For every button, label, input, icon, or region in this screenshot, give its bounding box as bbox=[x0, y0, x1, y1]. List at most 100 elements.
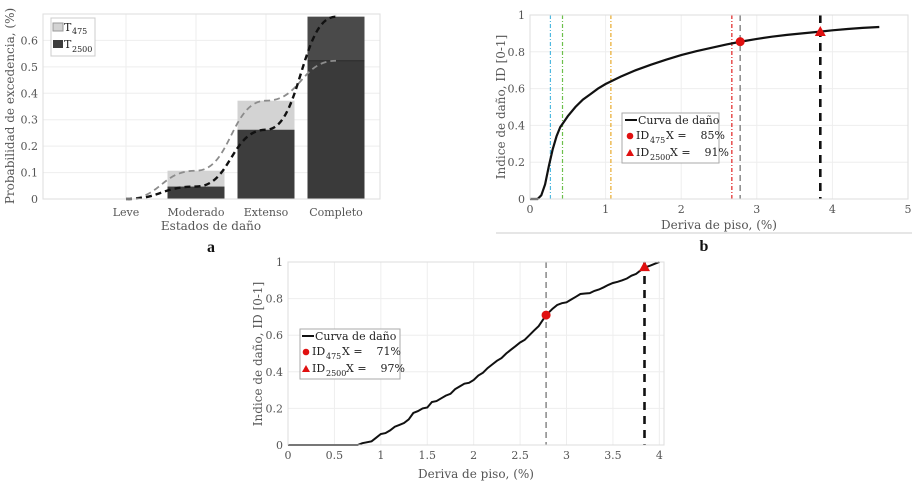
legend-id2500-sub: 2500 bbox=[326, 369, 346, 378]
x-tick-label: 3 bbox=[753, 203, 760, 216]
panel-label: a bbox=[207, 239, 215, 256]
x-tick-label: 1 bbox=[377, 449, 384, 462]
y-tick-label: 0.1 bbox=[21, 167, 39, 180]
x-tick-label: 4 bbox=[656, 449, 663, 462]
marker-id2500 bbox=[814, 26, 826, 37]
grid bbox=[529, 14, 909, 200]
y-tick-label: 0.3 bbox=[21, 114, 39, 127]
legend-id2500-value: X = 91% bbox=[670, 146, 729, 159]
x-tick-label: Moderado bbox=[168, 206, 225, 219]
y-tick-label: 0.6 bbox=[266, 329, 284, 342]
legend: Curva de daño ID 475 X = 71% ID 2500 X =… bbox=[299, 328, 405, 380]
x-tick-label: Leve bbox=[113, 206, 140, 219]
y-tick-label: 0.5 bbox=[21, 61, 39, 74]
legend-triangle-marker bbox=[302, 365, 310, 372]
limit-state-lines bbox=[549, 15, 822, 199]
x-ticks: 0 1 2 3 4 5 bbox=[527, 203, 912, 216]
trend-line-t475 bbox=[125, 59, 337, 200]
marker-id475 bbox=[735, 37, 745, 47]
legend-curve-label: Curva de daño bbox=[315, 330, 397, 343]
panel-label: b bbox=[700, 238, 709, 255]
legend-id2500-label: ID bbox=[312, 362, 325, 375]
bar-t475-overlay bbox=[307, 60, 365, 200]
y-ticks: 0 0.2 0.4 0.6 0.8 1 bbox=[266, 256, 284, 452]
legend-triangle-marker bbox=[626, 149, 634, 156]
y-axis-label: Indice de daño, ID [0-1] bbox=[494, 35, 508, 180]
bars bbox=[167, 16, 365, 200]
x-tick-label: 4 bbox=[829, 203, 836, 216]
x-ticks: 0 0.5 1 1.5 2 2.5 3 3.5 4 bbox=[285, 449, 663, 462]
bar-t2500 bbox=[167, 186, 225, 199]
x-axis-label: Deriva de piso, (%) bbox=[418, 467, 534, 481]
x-axis-label: Estados de daño bbox=[161, 219, 261, 233]
y-axis-label: Probabilidad de excedencia, (%) bbox=[3, 8, 17, 204]
y-tick-label: 0.4 bbox=[508, 119, 526, 132]
chart-c-damage-curve: 0 0.2 0.4 0.6 0.8 1 0 0.5 1 1.5 2 2.5 3 3.5 4 Deriva … bbox=[251, 256, 665, 481]
trend-lines bbox=[125, 15, 337, 201]
markers bbox=[735, 26, 826, 47]
legend-id475-value: X = 85% bbox=[666, 129, 725, 142]
x-tick-label: 0.5 bbox=[326, 449, 344, 462]
y-tick-label: 0 bbox=[31, 193, 38, 206]
legend-swatch-t475 bbox=[52, 22, 64, 32]
y-tick-label: 0.4 bbox=[21, 87, 39, 100]
legend-circle-marker bbox=[626, 132, 634, 140]
legend-swatch-t2500 bbox=[53, 40, 63, 48]
legend-id475-sub: 475 bbox=[326, 352, 341, 361]
legend-box bbox=[621, 112, 720, 164]
legend-label-t2500: T bbox=[64, 38, 72, 51]
legend-id475-label: ID bbox=[636, 129, 649, 142]
x-axis-label: Deriva de piso, (%) bbox=[661, 218, 777, 232]
x-tick-label: 3 bbox=[563, 449, 570, 462]
x-tick-label: 5 bbox=[905, 203, 912, 216]
y-ticks: 0 0.1 0.2 0.3 0.4 0.5 0.6 bbox=[21, 34, 39, 206]
marker-id2500 bbox=[639, 261, 651, 272]
legend-id2500-sub: 2500 bbox=[650, 153, 670, 162]
x-tick-label: Extenso bbox=[244, 206, 289, 219]
y-tick-label: 1 bbox=[518, 9, 525, 22]
legend-id2500-value: X = 97% bbox=[346, 362, 405, 375]
bar-t2500 bbox=[237, 129, 295, 199]
y-ticks: 0 0.2 0.4 0.6 0.8 1 bbox=[508, 9, 526, 206]
legend-circle-marker bbox=[302, 348, 310, 356]
y-tick-label: 0 bbox=[518, 193, 525, 206]
plot-frame bbox=[287, 261, 665, 446]
legend-box bbox=[299, 328, 401, 380]
y-tick-label: 0 bbox=[276, 439, 283, 452]
chart-a-damage-probability: 0 0.1 0.2 0.3 0.4 0.5 0.6 Leve Moderado Extenso C… bbox=[3, 8, 381, 256]
y-tick-label: 0.6 bbox=[508, 83, 526, 96]
y-axis-label: Indice de daño, ID [0-1] bbox=[251, 282, 265, 427]
legend-id475-value: X = 71% bbox=[342, 345, 401, 358]
y-tick-label: 0.2 bbox=[21, 140, 39, 153]
x-tick-label: 2.5 bbox=[511, 449, 529, 462]
markers bbox=[541, 261, 651, 320]
x-tick-label: 1 bbox=[602, 203, 609, 216]
damage-curve bbox=[288, 261, 660, 446]
x-tick-label: 1.5 bbox=[419, 449, 437, 462]
damage-curve bbox=[530, 25, 880, 201]
legend-curve-label: Curva de daño bbox=[638, 114, 720, 127]
legend-id2500-label: ID bbox=[636, 146, 649, 159]
legend: Curva de daño ID 475 X = 85% ID 2500 X =… bbox=[621, 112, 729, 164]
y-tick-label: 0.8 bbox=[266, 293, 284, 306]
trend-line-t2500 bbox=[125, 15, 337, 201]
x-tick-label: 2 bbox=[678, 203, 685, 216]
y-tick-label: 1 bbox=[276, 256, 283, 269]
plot-frame bbox=[529, 14, 909, 200]
marker-id475 bbox=[541, 310, 551, 320]
y-tick-label: 0.8 bbox=[508, 46, 526, 59]
legend-id475-label: ID bbox=[312, 345, 325, 358]
y-tick-label: 0.6 bbox=[21, 34, 39, 47]
legend-sub-t2500: 2500 bbox=[72, 45, 92, 54]
y-tick-label: 0.4 bbox=[266, 366, 284, 379]
x-ticks: Leve Moderado Extenso Completo bbox=[113, 206, 363, 219]
x-tick-label: 3.5 bbox=[604, 449, 622, 462]
x-tick-label: Completo bbox=[309, 206, 363, 219]
plot-frame bbox=[42, 13, 381, 200]
y-tick-label: 0.2 bbox=[508, 156, 526, 169]
y-tick-label: 0.2 bbox=[266, 402, 284, 415]
legend-id475-sub: 475 bbox=[650, 136, 665, 145]
legend-label-t475: T bbox=[64, 21, 72, 34]
x-tick-label: 0 bbox=[527, 203, 534, 216]
